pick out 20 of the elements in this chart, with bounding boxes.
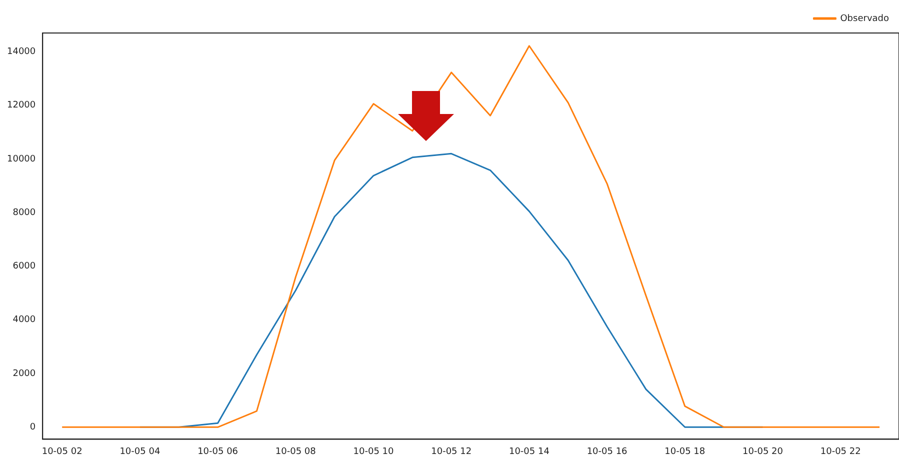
- x-tick-label: 10-05 04: [120, 446, 160, 457]
- y-tick-label: 12000: [6, 100, 36, 111]
- y-tick-label: 2000: [12, 368, 36, 379]
- y-tick-label: 6000: [12, 262, 36, 272]
- x-tick-label: 10-05 14: [508, 446, 550, 457]
- x-tick-label: 10-05 08: [275, 446, 316, 457]
- x-tick-label: 10-05 22: [820, 446, 861, 457]
- y-tick-label: 8000: [12, 208, 36, 218]
- x-tick-label: 10-05 12: [431, 446, 472, 457]
- y-tick-label: 4000: [12, 315, 36, 326]
- y-tick-label: 14000: [6, 47, 36, 58]
- x-tick-label: 10-05 18: [664, 446, 706, 457]
- legend-label: Observado: [840, 14, 890, 24]
- x-tick-label: 10-05 10: [353, 446, 394, 457]
- x-tick-label: 10-05 16: [586, 446, 628, 457]
- y-tick-label: 0: [30, 422, 36, 432]
- y-tick-label: 10000: [6, 154, 36, 164]
- x-tick-label: 10-05 06: [198, 446, 238, 457]
- x-tick-label: 10-05 20: [742, 446, 784, 457]
- x-tick-label: 10-05 02: [42, 446, 82, 457]
